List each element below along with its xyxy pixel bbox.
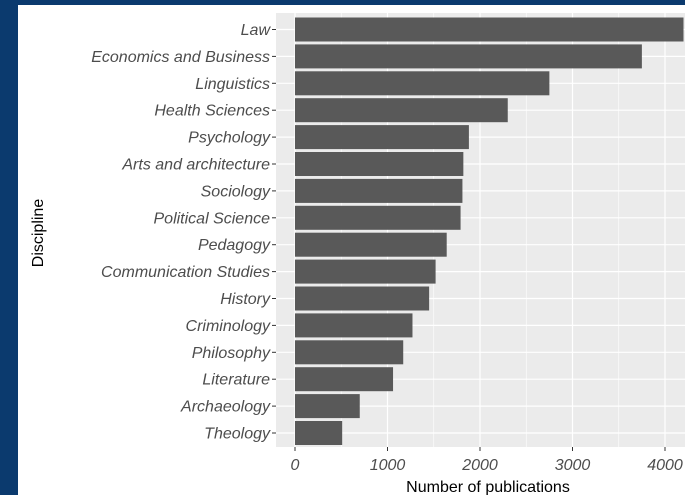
x-tick-label: 2000 xyxy=(461,457,498,474)
category-label: Theology xyxy=(204,426,271,443)
bar xyxy=(295,71,550,96)
bar xyxy=(295,313,413,338)
bar xyxy=(295,178,463,203)
category-label: Health Sciences xyxy=(154,103,270,120)
bar xyxy=(295,17,684,42)
chart-frame: Law Economics and Business Linguistics Heal… xyxy=(18,5,685,495)
x-tick-label: 1000 xyxy=(370,457,406,474)
category-label: Communication Studies xyxy=(101,264,270,281)
category-label: Law xyxy=(241,22,272,39)
category-label: Economics and Business xyxy=(91,49,270,66)
bar-chart: Law Economics and Business Linguistics Heal… xyxy=(30,13,685,495)
bar xyxy=(295,259,436,284)
bars xyxy=(295,17,684,445)
y-axis-title: Discipline xyxy=(30,199,47,268)
category-label: Political Science xyxy=(154,210,271,227)
bar xyxy=(295,205,461,230)
category-label: Linguistics xyxy=(195,76,270,93)
bar xyxy=(295,340,404,365)
bar xyxy=(295,286,430,311)
bar xyxy=(295,98,508,123)
category-label: Criminology xyxy=(186,318,271,335)
category-label: History xyxy=(220,291,271,308)
x-tick-label: 0 xyxy=(291,457,300,474)
x-axis-title: Number of publications xyxy=(406,479,570,495)
bar xyxy=(295,44,642,69)
category-label: Psychology xyxy=(188,130,271,147)
bar xyxy=(295,394,360,419)
x-axis-ticks: 0 1000 2000 3000 4000 xyxy=(291,447,683,474)
category-label: Pedagogy xyxy=(198,237,271,254)
x-tick-label: 4000 xyxy=(647,457,683,474)
y-axis-ticks: Law Economics and Business Linguistics Heal… xyxy=(91,22,276,443)
bar xyxy=(295,421,343,445)
bar xyxy=(295,125,469,150)
bar xyxy=(295,232,447,257)
x-tick-label: 3000 xyxy=(555,457,591,474)
bar xyxy=(295,152,464,176)
category-label: Sociology xyxy=(201,183,271,200)
bar xyxy=(295,367,394,392)
category-label: Literature xyxy=(202,372,270,389)
category-label: Archaeology xyxy=(180,399,271,416)
category-label: Philosophy xyxy=(192,345,271,362)
category-label: Arts and architecture xyxy=(121,157,270,174)
